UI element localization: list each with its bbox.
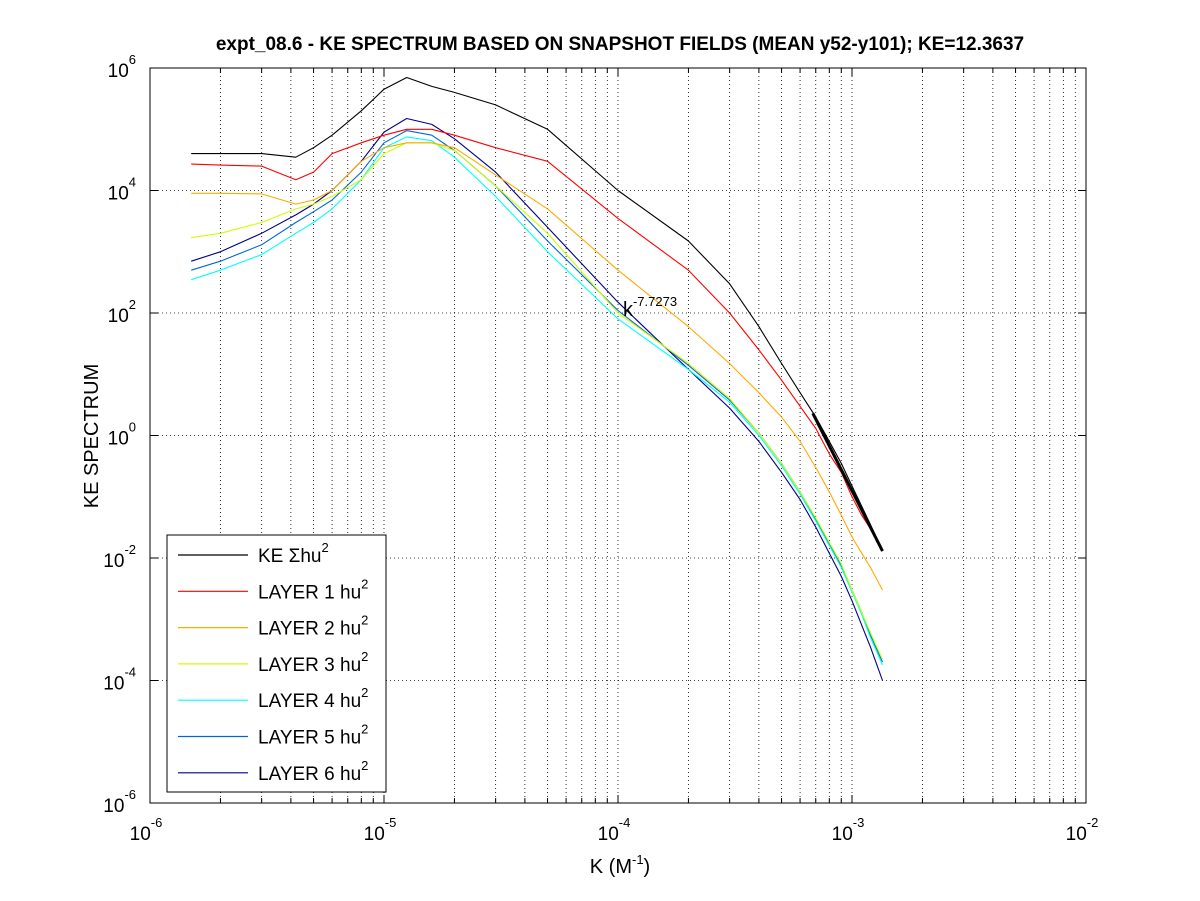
legend-label-1: KE Σhu2 xyxy=(258,540,329,567)
x-axis-label: K (M-1) xyxy=(590,852,650,878)
y-axis-label: KE SPECTRUM xyxy=(81,364,103,508)
y-tick-label: 10-4 xyxy=(103,665,136,695)
x-tick-labels: 10-6 10-5 10-4 10-3 10-2 xyxy=(130,815,1099,845)
legend: KE Σhu2 LAYER 1 hu2 LAYER 2 hu2 LAYER 3 hu2… xyxy=(166,534,387,793)
y-tick-label: 104 xyxy=(108,175,136,205)
y-tick-label: 10-6 xyxy=(103,787,136,817)
series-line-4 xyxy=(191,142,884,660)
x-tick-label: 10-2 xyxy=(1066,815,1099,845)
legend-label-3: LAYER 2 hu2 xyxy=(258,613,368,640)
y-tick-labels: 106 104 102 100 10-2 10-4 10-6 xyxy=(103,52,136,817)
x-tick-label: 10-6 xyxy=(130,815,163,845)
series-line-3 xyxy=(191,142,883,591)
y-tick-label: 10-2 xyxy=(103,542,136,572)
x-tick-label: 10-3 xyxy=(832,815,865,845)
y-tick-label: 102 xyxy=(108,297,136,327)
series-line-1 xyxy=(191,76,884,552)
legend-label-4: LAYER 3 hu2 xyxy=(258,649,368,676)
series-line-6 xyxy=(191,130,884,663)
y-tick-label: 100 xyxy=(108,420,136,450)
chart-title: expt_08.6 - KE SPECTRUM BASED ON SNAPSHO… xyxy=(216,34,1024,55)
axis-ticks xyxy=(149,67,1086,804)
x-tick-label: 10-4 xyxy=(598,815,631,845)
series-line-7 xyxy=(191,117,884,681)
slope-annotation: k-7.7273 xyxy=(623,294,677,321)
series-lines xyxy=(191,76,884,681)
series-line-5 xyxy=(191,136,884,666)
fit-line xyxy=(811,412,884,552)
legend-label-2: LAYER 1 hu2 xyxy=(258,576,368,603)
x-tick-label: 10-5 xyxy=(364,815,397,845)
legend-label-6: LAYER 5 hu2 xyxy=(258,722,368,749)
legend-label-5: LAYER 4 hu2 xyxy=(258,685,368,712)
series-line-2 xyxy=(191,128,883,552)
y-tick-label: 106 xyxy=(108,52,136,82)
legend-label-7: LAYER 6 hu2 xyxy=(258,758,368,785)
